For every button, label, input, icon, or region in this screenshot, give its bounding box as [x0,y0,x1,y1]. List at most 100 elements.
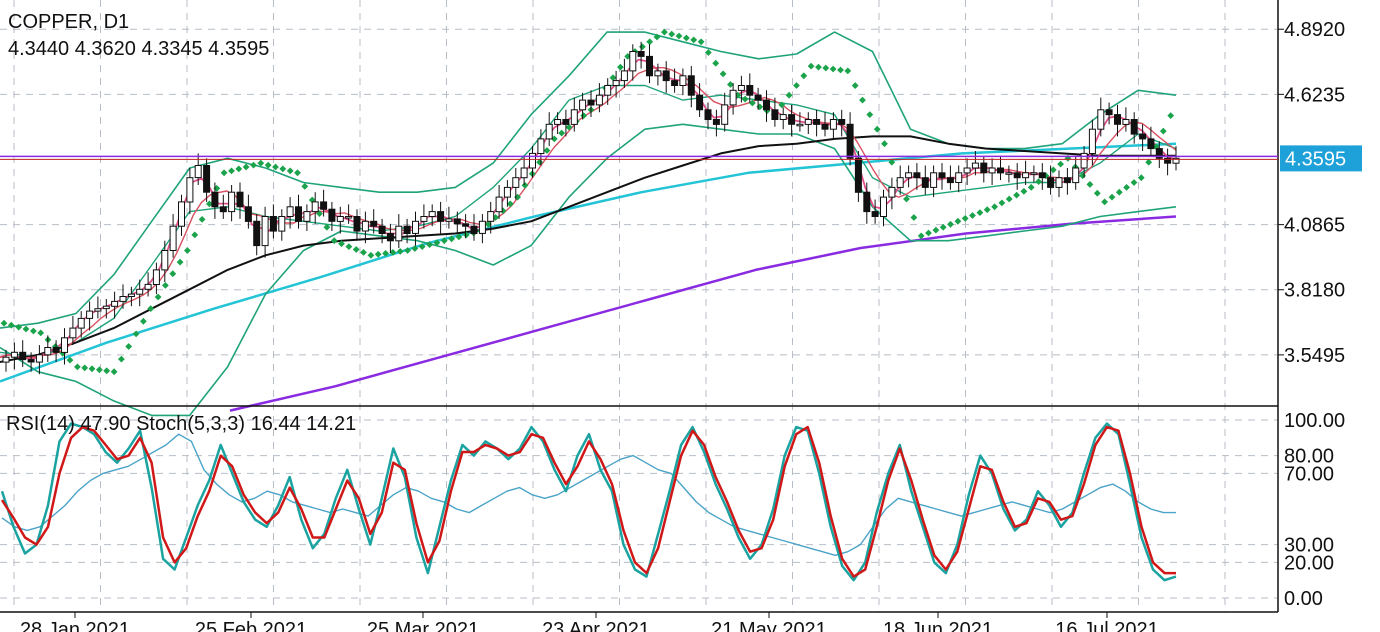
sar-dot [206,200,213,208]
candle-bear [696,94,704,111]
candle-bear [687,75,695,96]
candle-bull [2,356,10,363]
sar-dot [961,215,969,222]
sar-dot [462,231,470,239]
sar-dot [323,223,331,231]
candle-bull [955,172,963,184]
candle-bear [253,220,261,247]
candle-bull [278,216,286,232]
candle-bear [704,109,712,121]
sar-dot [382,250,389,257]
candle-bull [194,165,202,179]
candle-bear [244,206,252,222]
candle-bull [94,308,102,312]
candle-bull [119,296,127,302]
x-tick-label: 28 Jan 2021 [20,619,130,632]
sar-dot [947,220,954,228]
sar-dot [74,363,81,371]
candle-bear [203,165,211,193]
sar-dot [859,96,866,104]
parabolic-sar [0,28,1175,376]
candle-bull [880,196,887,218]
sar-dot [220,169,228,177]
candle-bull [1030,172,1038,175]
sar-dot [697,38,705,46]
sar-dot [844,67,852,75]
sar-dot [807,62,815,70]
candle-bull [503,186,511,198]
osc-tick-label: 70.00 [1284,463,1334,485]
sar-dot [396,248,404,255]
sar-dot [639,43,646,51]
sar-dot [88,365,96,373]
ma-purple-line [229,215,1177,412]
sar-dot [675,32,683,40]
candle-bull [127,293,135,298]
candle-bull [102,305,110,310]
candle-bear [19,351,27,361]
candle-bear [1063,177,1071,184]
x-tick-label: 25 Feb 2021 [195,619,307,632]
candle-bear [453,218,461,225]
sar-dot [272,163,279,171]
sar-dot [580,112,588,119]
sar-dot [954,217,962,225]
sar-dot [543,147,551,154]
osc-tick-label: 80.00 [1284,446,1334,468]
sar-dot [1101,198,1108,206]
candle-bear [1038,172,1046,179]
candle-bear [763,99,770,111]
ohlc-values: 4.3440 4.3620 4.3345 4.3595 [8,38,270,60]
candle-bear [1105,109,1113,116]
candle-bull [629,51,637,72]
sar-dot [903,195,910,203]
sar-dot [1035,178,1042,185]
candle-bear [328,208,336,222]
candle-bull [77,317,85,329]
candle-bear [52,347,60,353]
sar-dot [521,182,529,189]
sar-dot [1027,183,1035,191]
candle-bull [971,162,979,169]
candle-bull [10,351,18,358]
candle-bull [604,85,612,96]
candle-bull [905,172,913,179]
sar-dot [294,169,301,177]
sar-dot [1086,181,1094,188]
candle-bear [1130,119,1138,135]
sar-dot [800,72,808,80]
candle-bull [721,104,729,125]
candle-bull [679,75,687,87]
candle-bear [671,80,679,86]
sar-dot [301,183,309,190]
sar-dot [565,123,573,131]
axes [0,0,1362,618]
candle-bear [386,233,394,242]
candle-bear [846,123,854,159]
sar-dot [132,330,140,338]
candlesticks [2,41,1180,375]
sar-dot [338,240,345,248]
sar-dot [125,343,133,350]
y-tick-label: 4.6235 [1284,84,1345,106]
candle-bull [86,310,94,319]
sar-dot [30,327,37,335]
x-tick-label: 21 May 2021 [711,619,827,632]
sar-dot [756,103,764,111]
candle-bull [570,109,578,125]
candle-bear [871,211,879,218]
candle-bull [1055,177,1063,188]
candle-bear [788,114,796,125]
candle-bull [1172,157,1180,164]
candle-bear [587,99,595,106]
candle-bear [921,177,929,188]
sar-dot [690,36,698,44]
sar-dot [609,74,617,82]
sar-dot [367,251,375,259]
candle-bull [1080,152,1088,169]
candle-bull [729,89,737,106]
sar-dot [558,129,566,137]
candle-bull [178,201,185,227]
candle-bear [863,191,871,213]
